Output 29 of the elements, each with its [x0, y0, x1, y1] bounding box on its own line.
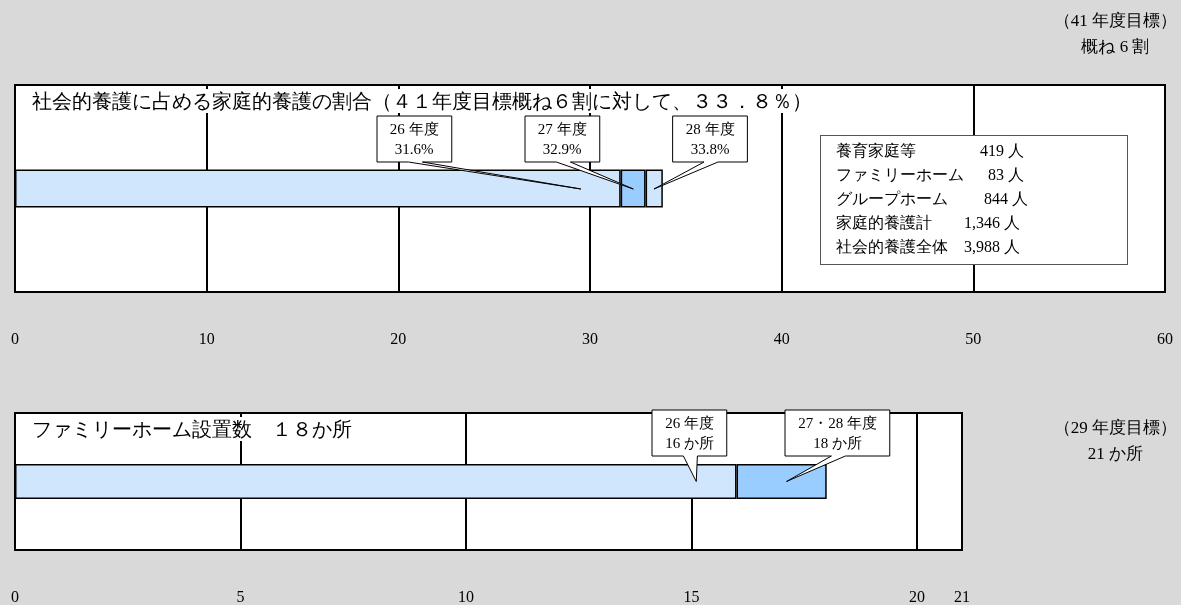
- x-tick-label: 21: [954, 587, 970, 605]
- x-tick-label: 0: [11, 329, 19, 347]
- annotation: 家庭的養護計 1,346 人: [836, 213, 1020, 233]
- annotation: グループホーム 844 人: [836, 189, 1028, 209]
- annotation: 27 年度 32.9%: [537, 119, 587, 159]
- x-tick-label: 5: [236, 587, 245, 605]
- text: 21 か所: [1086, 443, 1144, 465]
- chart-title: ファミリーホーム設置数 １８か所: [32, 417, 352, 441]
- x-tick-label: 15: [683, 587, 700, 605]
- x-tick-label: 0: [11, 587, 19, 605]
- annotation: 27・28 年度 18 か所: [798, 414, 877, 453]
- x-tick-label: 60: [1157, 329, 1173, 347]
- annotation: 社会的養護全体 3,988 人: [836, 237, 1020, 257]
- x-tick-label: 20: [390, 329, 407, 347]
- x-tick-label: 40: [773, 329, 790, 347]
- annotation: 26 年度 16 か所: [665, 414, 714, 453]
- x-tick-label: 10: [457, 587, 474, 605]
- x-tick-label: 10: [198, 329, 215, 347]
- text: （41 年度目標）: [1053, 10, 1177, 32]
- annotation: ファミリーホーム 83 人: [836, 165, 1024, 185]
- text: （29 年度目標）: [1053, 417, 1177, 439]
- text: 概ね 6 割: [1080, 36, 1151, 58]
- annotation: 26 年度 31.6%: [389, 119, 439, 159]
- x-tick-label: 20: [908, 587, 925, 605]
- annotation: 28 年度 33.8%: [685, 119, 735, 159]
- x-tick-label: 30: [582, 329, 598, 347]
- x-tick-label: 50: [965, 329, 982, 347]
- chart-title: 社会的養護に占める家庭的養護の割合（４１年度目標概ね６割に対して、３３．８％）: [32, 89, 812, 113]
- annotation: 養育家庭等 419 人: [836, 141, 1024, 161]
